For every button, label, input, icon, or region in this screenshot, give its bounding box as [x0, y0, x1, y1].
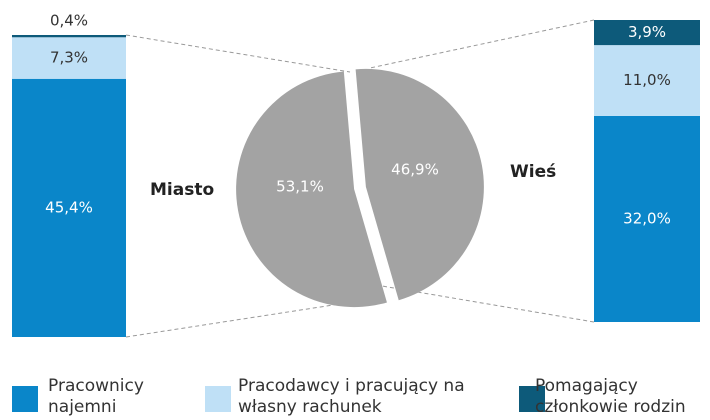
- bar-label: 0,4%: [50, 12, 88, 30]
- legend-swatch: [205, 386, 231, 412]
- connector: [125, 34, 351, 73]
- connector: [369, 19, 595, 69]
- pie-slice: [355, 68, 484, 301]
- legend-label: Pracodawcy i pracujący na własny rachune…: [238, 376, 465, 417]
- legend-label: Pomagający członkowie rodzin: [535, 376, 686, 417]
- bar-segment: [12, 35, 126, 38]
- legend-swatch: [12, 386, 38, 412]
- connectors: [125, 19, 595, 338]
- bar-segment: [594, 115, 700, 322]
- bar-label: 45,4%: [45, 198, 93, 216]
- slice-label: 46,9%: [391, 161, 439, 179]
- bar-label: 11,0%: [623, 71, 671, 89]
- category-label: Wieś: [510, 162, 556, 182]
- slice-label: 53,1%: [276, 178, 324, 196]
- bar-segment: [12, 78, 126, 337]
- bar-label: 32,0%: [623, 209, 671, 227]
- connector: [381, 285, 595, 323]
- bar-segment: [12, 37, 126, 79]
- bar-segment: [594, 20, 700, 46]
- category-label: Miasto: [150, 180, 214, 200]
- bar-label: 7,3%: [50, 49, 88, 67]
- bar-segment: [594, 45, 700, 116]
- bar-label: 3,9%: [628, 23, 666, 41]
- legend-label: Pracownicy najemni: [48, 376, 144, 417]
- pie-slice: [236, 71, 387, 308]
- legend-swatch: [519, 386, 545, 412]
